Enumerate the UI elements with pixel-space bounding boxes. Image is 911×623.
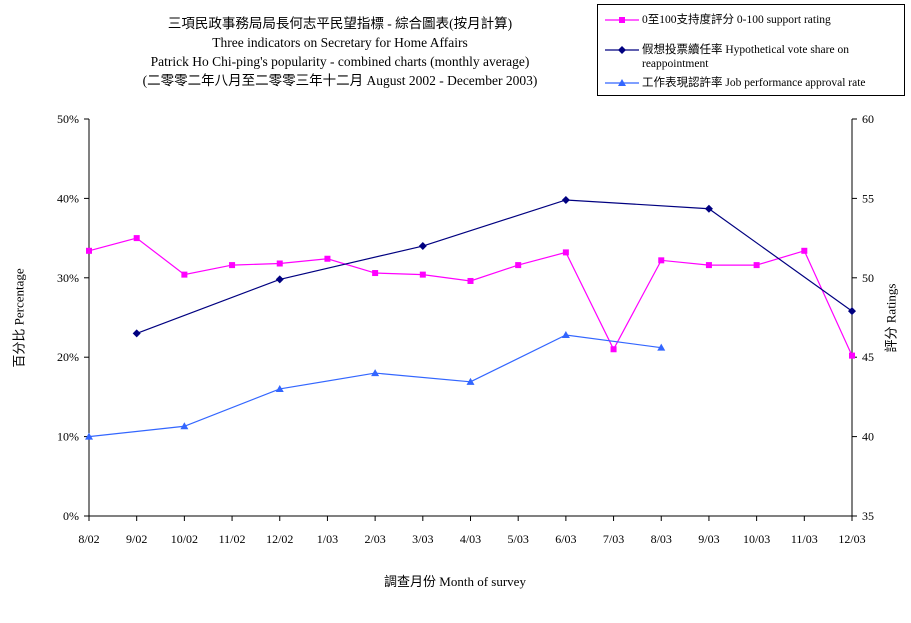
x-tick-label: 9/03 [698,532,719,546]
x-tick-label: 9/02 [126,532,147,546]
data-point [86,247,92,254]
legend-swatch-support-rating [605,17,639,23]
x-tick-label: 12/02 [266,532,293,546]
data-point [418,242,427,251]
series [85,195,856,440]
data-point [515,262,522,269]
tick-labels: 0% 10% 20% 30% 40% 50% 35 40 45 50 55 60 8/02 9/02 10/… [57,112,874,546]
y-right-tick-label: 45 [862,350,874,364]
data-point [371,369,380,377]
x-tick-label: 10/02 [171,532,198,546]
data-point [848,307,856,316]
y-right-tick-label: 40 [862,430,874,444]
y-left-tick-label: 20% [57,350,79,364]
x-tick-label: 6/03 [555,532,576,546]
data-point [181,271,188,278]
y-left-tick-label: 30% [57,271,79,285]
x-tick-label: 12/03 [838,532,865,546]
data-point [133,235,140,242]
legend: 0至100支持度評分 0-100 support rating 假想投票續任率 … [597,4,905,96]
chart-subtitle-line-2: Patrick Ho Chi-ping's popularity - combi… [150,54,530,69]
x-tick-label: 10/03 [743,532,770,546]
data-point [467,277,474,284]
x-tick-label: 11/03 [791,532,818,546]
data-point [561,195,570,204]
x-tick-label: 1/03 [317,532,338,546]
y-left-tick-label: 50% [57,112,79,126]
data-point [372,270,379,277]
axes [84,118,857,521]
data-point [801,247,808,254]
series-2 [85,330,666,440]
x-tick-label: 4/03 [460,532,481,546]
y-right-tick-label: 60 [862,112,874,126]
data-point [705,262,712,269]
legend-label-support-rating: 0至100支持度評分 0-100 support rating [642,14,831,26]
data-point [658,257,665,264]
x-tick-label: 8/03 [651,532,672,546]
data-point [704,204,713,213]
data-point [180,422,189,430]
y-right-tick-label: 55 [862,191,874,205]
legend-label-vote-share: 假想投票續任率 Hypothetical vote share on reapp… [642,44,849,70]
y-left-tick-label: 40% [57,191,79,205]
series-0 [86,235,855,359]
chart-subtitle-line-1: Three indicators on Secretary for Home A… [212,35,468,50]
chart-title: 三項民政事務局局長何志平民望指標 - 綜合圖表(按月計算) [167,16,513,31]
x-tick-label: 5/03 [508,532,529,546]
y-axis-right-label: 評分 Ratings [883,283,899,353]
data-point [561,330,570,338]
x-tick-label: 11/02 [219,532,246,546]
series-line [136,199,853,334]
data-point [276,260,283,267]
data-point [610,346,617,353]
chart-subtitle-line-3: (二零零二年八月至二零零三年十二月 August 2002 - December… [142,73,538,88]
data-point [132,329,141,338]
x-axis-label: 調查月份 Month of survey [384,574,526,589]
legend-label-job-approval: 工作表現認許率 Job performance approval rate [642,77,866,89]
data-point [229,262,236,269]
legend-swatch-job-approval [605,79,639,86]
legend-swatch-vote-share [605,46,639,54]
data-point [275,275,284,284]
data-point [275,384,284,392]
series-line [88,334,662,438]
chart-title-block: 三項民政事務局局長何志平民望指標 - 綜合圖表(按月計算) Three indi… [90,14,590,90]
data-point [466,377,475,385]
y-right-tick-label: 35 [862,509,874,523]
data-point [419,271,426,278]
data-point [657,343,666,351]
data-point [85,432,93,440]
data-point [849,352,855,359]
x-tick-label: 3/03 [412,532,433,546]
y-left-tick-label: 0% [63,509,79,523]
data-point [753,262,760,269]
x-tick-label: 2/03 [364,532,385,546]
y-right-tick-label: 50 [862,271,874,285]
y-axis-left-label: 百分比 Percentage [11,268,27,368]
y-left-tick-label: 10% [57,430,79,444]
data-point [562,249,569,256]
x-tick-label: 8/02 [78,532,99,546]
series-1 [132,195,856,338]
x-tick-label: 7/03 [603,532,624,546]
data-point [324,255,331,262]
series-line [88,237,853,356]
